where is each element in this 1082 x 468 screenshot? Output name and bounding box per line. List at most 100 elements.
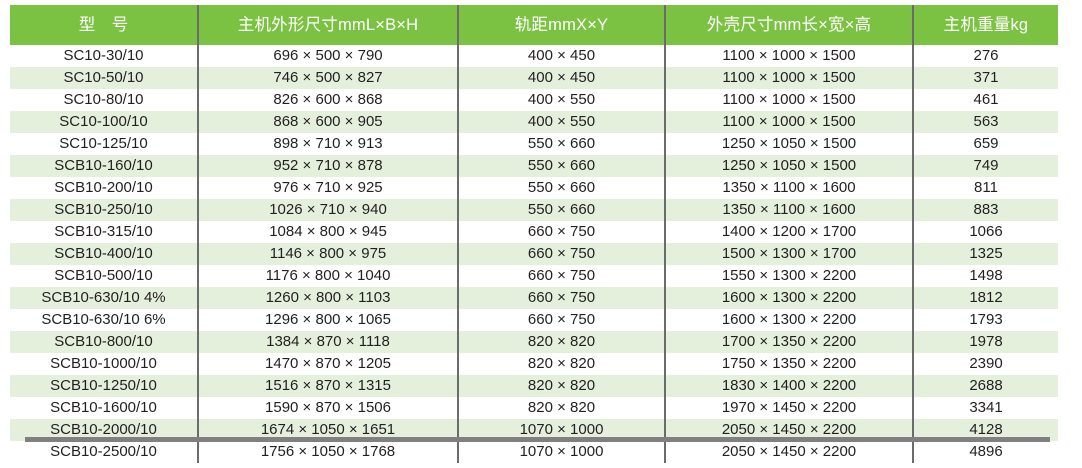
cell-body: 898 × 710 × 913 [198,133,459,155]
cell-body: 868 × 600 × 905 [198,111,459,133]
table-header: 型 号 主机外形尺寸mmL×B×H 轨距mmX×Y 外壳尺寸mm长×宽×高 主机… [10,5,1058,45]
cell-weight: 4896 [969,443,1003,460]
cell-weight: 276 [973,47,999,64]
cell-model: SC10-125/10 [10,133,199,155]
table-row: SCB10-315/10 1084 × 800 × 945 660 × 750 140… [10,221,1058,243]
specification-table-container: 型 号 主机外形尺寸mmL×B×H 轨距mmX×Y 外壳尺寸mm长×宽×高 主机… [10,5,1058,463]
cell-body: 1146 × 800 × 975 [198,243,459,265]
cell-shell: 1250 × 1050 × 1500 [665,133,914,155]
table-row: SCB10-2000/10 1674 × 1050 × 1651 1070 × 10… [10,419,1058,441]
cell-body: 1296 × 800 × 1065 [198,309,459,331]
cell-body: 1176 × 800 × 1040 [198,265,459,287]
cell-model: SCB10-250/10 [10,199,199,221]
table-row: SC10-50/10 746 × 500 × 827 400 × 450 1100 ×… [10,67,1058,89]
cell-shell: 1600 × 1300 × 2200 [665,309,914,331]
cell-body: 1516 × 870 × 1315 [198,375,459,397]
column-header-body-dimensions: 主机外形尺寸mmL×B×H [198,5,459,45]
cell-gauge: 820 × 820 [458,397,666,419]
table-row: SCB10-500/10 1176 × 800 × 1040 660 × 750 15… [10,265,1058,287]
table-row: SC10-30/10 696 × 500 × 790 400 × 450 1100 ×… [10,45,1058,67]
cell-model: SCB10-500/10 [10,265,199,287]
table-header-row: 型 号 主机外形尺寸mmL×B×H 轨距mmX×Y 外壳尺寸mm长×宽×高 主机… [10,5,1058,45]
cell-model: SCB10-630/10 4% [10,287,199,309]
cell-model: SCB10-2000/10 [10,419,199,441]
cell-body: 826 × 600 × 868 [198,89,459,111]
cell-shell: 1550 × 1300 × 2200 [665,265,914,287]
cell-weight: 1066 [969,223,1003,240]
cell-body: 952 × 710 × 878 [198,155,459,177]
cell-gauge: 550 × 660 [458,199,666,221]
table-row: SCB10-630/10 4% 1260 × 800 × 1103 660 × 75… [10,287,1058,309]
cell-weight: 371 [973,69,999,86]
table-row: SCB10-200/10 976 × 710 × 925 550 × 660 1350… [10,177,1058,199]
cell-model: SCB10-200/10 [10,177,199,199]
table-row: SC10-125/10 898 × 710 × 913 550 × 660 1250 … [10,133,1058,155]
cell-gauge: 550 × 660 [458,155,666,177]
column-header-model: 型 号 [10,5,199,45]
cell-gauge: 1070 × 1000 [458,419,666,441]
cell-gauge: 400 × 550 [458,111,666,133]
table-row: SCB10-630/10 6% 1296 × 800 × 1065 660 × 75… [10,309,1058,331]
column-header-enclosure-dimensions: 外壳尺寸mm长×宽×高 [665,5,914,45]
cell-shell: 1700 × 1350 × 2200 [665,331,914,353]
cell-shell: 1500 × 1300 × 1700 [665,243,914,265]
cell-weight: 2390 [969,355,1003,372]
cell-weight: 1812 [969,289,1003,306]
cell-shell: 1100 × 1000 × 1500 [665,111,914,133]
cell-body: 1756 × 1050 × 1768 [198,441,459,463]
cell-gauge: 400 × 450 [458,45,666,67]
cell-body: 976 × 710 × 925 [198,177,459,199]
cell-weight: 659 [973,135,999,152]
cell-body: 1674 × 1050 × 1651 [198,419,459,441]
transformer-specification-table: 型 号 主机外形尺寸mmL×B×H 轨距mmX×Y 外壳尺寸mm长×宽×高 主机… [10,5,1058,463]
cell-model: SC10-100/10 [10,111,199,133]
cell-gauge: 820 × 820 [458,331,666,353]
cell-model: SCB10-1000/10 [10,353,199,375]
cell-weight: 1978 [969,333,1003,350]
cell-weight: 461 [973,91,999,108]
cell-body: 1590 × 870 × 1506 [198,397,459,419]
table-row: SCB10-2500/10 1756 × 1050 × 1768 1070 × 10… [10,441,1058,463]
cell-model: SCB10-315/10 [10,221,199,243]
cell-gauge: 660 × 750 [458,243,666,265]
cell-model: SCB10-160/10 [10,155,199,177]
cell-model: SCB10-1250/10 [10,375,199,397]
cell-gauge: 400 × 550 [458,89,666,111]
cell-weight: 3341 [969,399,1003,416]
cell-shell: 2050 × 1450 × 2200 [665,419,914,441]
cell-shell: 1970 × 1450 × 2200 [665,397,914,419]
cell-shell: 1830 × 1400 × 2200 [665,375,914,397]
cell-model: SCB10-630/10 6% [10,309,199,331]
cell-gauge: 660 × 750 [458,287,666,309]
cell-shell: 1400 × 1200 × 1700 [665,221,914,243]
cell-shell: 1750 × 1350 × 2200 [665,353,914,375]
column-header-weight: 主机重量kg [943,16,1029,34]
cell-gauge: 550 × 660 [458,177,666,199]
table-row: SCB10-250/10 1026 × 710 × 940 550 × 660 135… [10,199,1058,221]
cell-gauge: 660 × 750 [458,309,666,331]
cell-model: SC10-30/10 [10,45,199,67]
cell-body: 1260 × 800 × 1103 [198,287,459,309]
cell-shell: 2050 × 1450 × 2200 [665,441,914,463]
cell-weight: 1498 [969,267,1003,284]
cell-model: SC10-50/10 [10,67,199,89]
cell-body: 1384 × 870 × 1118 [198,331,459,353]
cell-body: 1026 × 710 × 940 [198,199,459,221]
table-row: SCB10-800/10 1384 × 870 × 1118 820 × 820 17… [10,331,1058,353]
cell-weight: 2688 [969,377,1003,394]
table-row: SC10-100/10 868 × 600 × 905 400 × 550 1100 … [10,111,1058,133]
table-body: SC10-30/10 696 × 500 × 790 400 × 450 1100 ×… [10,45,1058,463]
cell-gauge: 550 × 660 [458,133,666,155]
table-row: SCB10-400/10 1146 × 800 × 975 660 × 750 150… [10,243,1058,265]
cell-model: SCB10-1600/10 [10,397,199,419]
cell-weight: 563 [973,113,999,130]
cell-gauge: 400 × 450 [458,67,666,89]
cell-shell: 1250 × 1050 × 1500 [665,155,914,177]
table-row: SCB10-1250/10 1516 × 870 × 1315 820 × 820 1… [10,375,1058,397]
cell-body: 696 × 500 × 790 [198,45,459,67]
cell-shell: 1100 × 1000 × 1500 [665,89,914,111]
cell-shell: 1350 × 1100 × 1600 [665,199,914,221]
cell-model: SCB10-800/10 [10,331,199,353]
table-row: SCB10-160/10 952 × 710 × 878 550 × 660 1250… [10,155,1058,177]
cell-gauge: 660 × 750 [458,265,666,287]
